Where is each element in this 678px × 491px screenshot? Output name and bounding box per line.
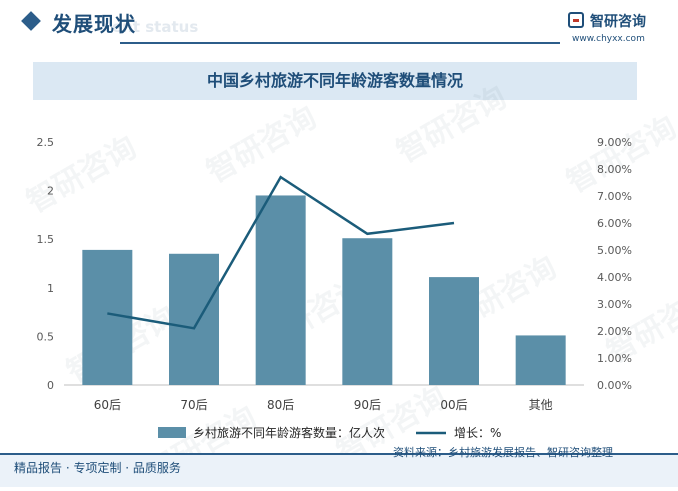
y-right-tick-label: 5.00% xyxy=(597,244,632,257)
x-tick-label: 90后 xyxy=(354,398,381,412)
legend-line-label: 增长：% xyxy=(454,426,501,440)
x-tick-label: 80后 xyxy=(267,398,294,412)
y-left-tick-label: 0.5 xyxy=(37,330,55,343)
footer-divider xyxy=(0,453,678,455)
bar xyxy=(169,253,219,385)
y-left-tick-label: 1 xyxy=(47,282,54,295)
x-tick-label: 00后 xyxy=(440,398,467,412)
logo-icon xyxy=(568,12,584,28)
chart-title-band: 中国乡村旅游不同年龄游客数量情况 xyxy=(33,62,637,100)
footer-band xyxy=(0,453,678,487)
y-right-tick-label: 7.00% xyxy=(597,190,632,203)
x-tick-label: 70后 xyxy=(180,398,207,412)
y-right-tick-label: 2.00% xyxy=(597,325,632,338)
x-tick-label: 60后 xyxy=(94,398,121,412)
y-right-tick-label: 4.00% xyxy=(597,271,632,284)
bar xyxy=(429,277,479,385)
section-header: ent status 发展现状 智研咨询 www.chyxx.com xyxy=(0,0,678,48)
y-left-tick-label: 0 xyxy=(47,379,54,392)
y-right-tick-label: 1.00% xyxy=(597,352,632,365)
legend-bar-swatch xyxy=(158,427,186,438)
legend-bar-label: 乡村旅游不同年龄游客数量：亿人次 xyxy=(193,425,385,440)
y-right-tick-label: 0.00% xyxy=(597,379,632,392)
bar xyxy=(515,335,566,385)
y-right-tick-label: 6.00% xyxy=(597,217,632,230)
bar xyxy=(342,238,393,385)
section-title: 发展现状 xyxy=(52,12,136,36)
y-right-tick-label: 9.00% xyxy=(597,136,632,149)
logo-url: www.chyxx.com xyxy=(572,34,645,44)
y-right-tick-label: 3.00% xyxy=(597,298,632,311)
bar xyxy=(255,195,306,385)
logo-name: 智研咨询 xyxy=(590,14,646,30)
y-left-tick-label: 2.5 xyxy=(37,136,55,149)
growth-line xyxy=(107,175,455,330)
y-left-tick-label: 2 xyxy=(47,185,54,198)
y-right-tick-label: 8.00% xyxy=(597,163,632,176)
chart-title: 中国乡村旅游不同年龄游客数量情况 xyxy=(206,71,463,90)
section-subtitle: ent status xyxy=(112,18,199,36)
brand-logo: 智研咨询 www.chyxx.com xyxy=(568,12,678,48)
y-left-tick-label: 1.5 xyxy=(37,233,55,246)
footer-tagline: 精品报告 · 专项定制 · 品质服务 xyxy=(14,461,181,475)
source-note: 资料来源：乡村旅游发展报告、智研咨询整理 xyxy=(393,446,613,459)
x-tick-label: 其他 xyxy=(529,398,553,412)
header-divider xyxy=(120,42,560,44)
